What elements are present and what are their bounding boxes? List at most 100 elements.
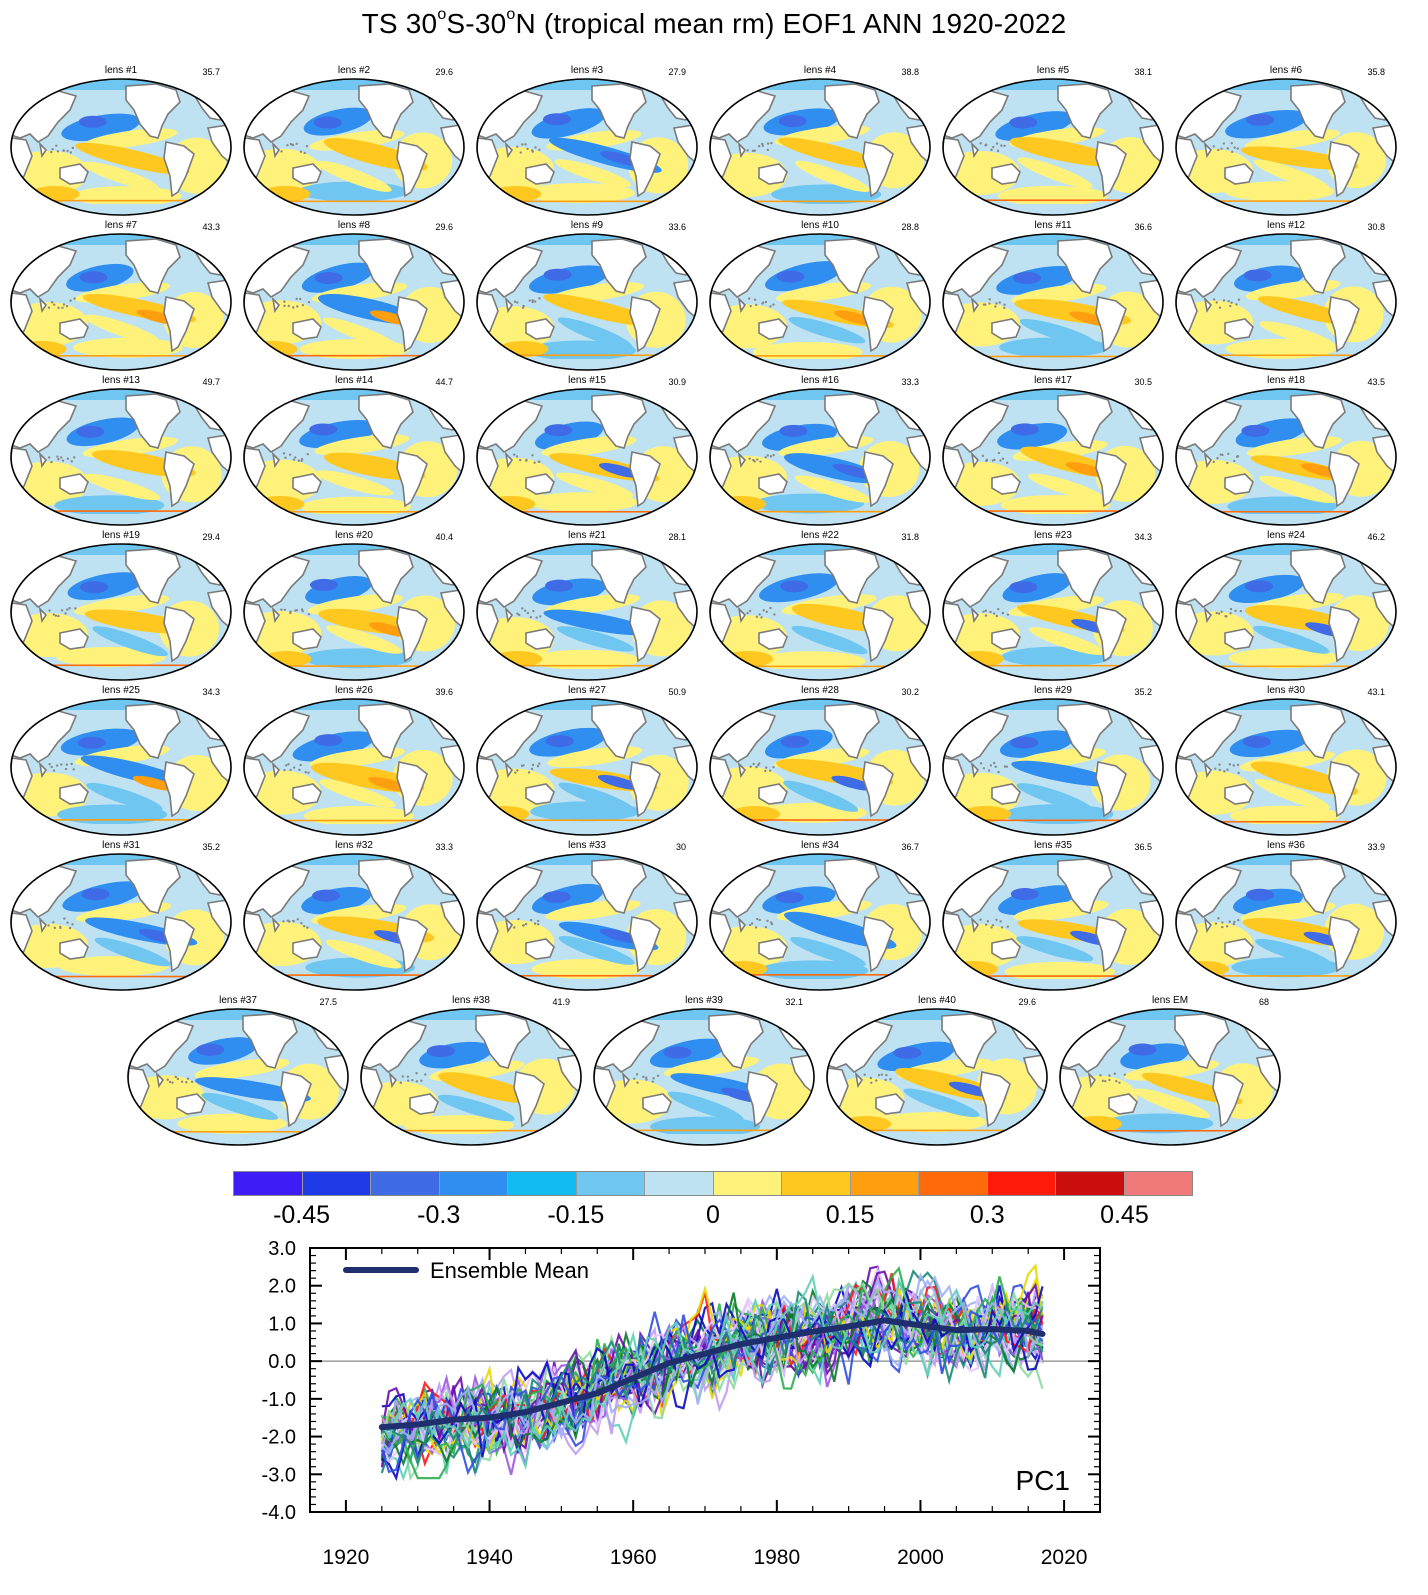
map-projection bbox=[10, 853, 232, 991]
map-panel: lens #12 30.8 bbox=[1173, 220, 1399, 375]
map-projection bbox=[709, 388, 931, 526]
y-tick-label: -2.0 bbox=[262, 1427, 296, 1449]
map-panel: lens #14 44.7 bbox=[241, 375, 467, 530]
pc1-timeseries-chart: 3.0 2.0 1.0 0.0 -1.0 -2.0 -3.0 -4.0 1920 1940 1960… bbox=[262, 1240, 1101, 1569]
colorbar-label: -0.45 bbox=[273, 1201, 331, 1229]
panel-title: lens #38 bbox=[452, 995, 490, 1006]
colorbar-label: 0.3 bbox=[969, 1201, 1005, 1229]
panel-title: lens #27 bbox=[568, 685, 606, 696]
map-panel: lens #37 27.5 bbox=[125, 995, 351, 1150]
x-axis: 1920 1940 1960 1980 2000 2020 bbox=[309, 1248, 1101, 1569]
map-projection bbox=[10, 78, 232, 216]
panel-title: lens #33 bbox=[568, 840, 606, 851]
panel-title: lens #28 bbox=[801, 685, 839, 696]
map-projection bbox=[127, 1008, 349, 1146]
panel-title: lens #20 bbox=[335, 530, 373, 541]
map-projection bbox=[1175, 388, 1397, 526]
colorbar-cell bbox=[645, 1172, 714, 1195]
panel-variance-percent: 31.8 bbox=[901, 532, 919, 542]
map-projection bbox=[709, 233, 931, 371]
map-panel: lens #23 34.3 bbox=[940, 530, 1166, 685]
panel-variance-percent: 29.6 bbox=[435, 222, 453, 232]
map-panel: lens #2 29.6 bbox=[241, 65, 467, 220]
colorbar: -0.45 -0.3 -0.15 0 0.15 0.3 0.45 bbox=[233, 1171, 1193, 1231]
map-projection bbox=[593, 1008, 815, 1146]
colorbar-label: -0.3 bbox=[417, 1201, 461, 1229]
panel-title: lens #15 bbox=[568, 375, 606, 386]
panel-title: lens #6 bbox=[1269, 65, 1303, 76]
panel-title: lens #2 bbox=[337, 65, 371, 76]
panel-variance-percent: 30.8 bbox=[1367, 222, 1385, 232]
colorbar-cell bbox=[782, 1172, 851, 1195]
y-tick-label: -1.0 bbox=[262, 1389, 296, 1411]
panel-title: lens #4 bbox=[803, 65, 837, 76]
map-panel: lens #36 33.9 bbox=[1173, 840, 1399, 995]
panel-variance-percent: 43.1 bbox=[1367, 687, 1385, 697]
panel-title: lens #39 bbox=[685, 995, 723, 1006]
panel-variance-percent: 30.2 bbox=[901, 687, 919, 697]
map-projection bbox=[709, 543, 931, 681]
colorbar-cell bbox=[508, 1172, 577, 1195]
map-projection bbox=[243, 698, 465, 836]
map-panel: lens #7 43.3 bbox=[8, 220, 234, 375]
panel-variance-percent: 29.6 bbox=[1018, 997, 1036, 1007]
panel-title: lens #35 bbox=[1034, 840, 1072, 851]
map-projection bbox=[942, 233, 1164, 371]
map-panel: lens #35 36.5 bbox=[940, 840, 1166, 995]
panel-variance-percent: 33.9 bbox=[1367, 842, 1385, 852]
panel-title: lens #3 bbox=[570, 65, 604, 76]
colorbar-label: 0.15 bbox=[825, 1201, 875, 1229]
chart-title: PC1 bbox=[1016, 1465, 1070, 1496]
panel-variance-percent: 30.5 bbox=[1134, 377, 1152, 387]
panel-variance-percent: 40.4 bbox=[435, 532, 453, 542]
panel-title: lens #17 bbox=[1034, 375, 1072, 386]
colorbar-cell bbox=[371, 1172, 440, 1195]
chart-legend: Ensemble Mean bbox=[343, 1258, 589, 1283]
panel-title: lens #36 bbox=[1267, 840, 1305, 851]
map-projection bbox=[1059, 1008, 1281, 1146]
panel-variance-percent: 43.5 bbox=[1367, 377, 1385, 387]
map-projection bbox=[942, 388, 1164, 526]
panel-title: lens #12 bbox=[1267, 220, 1305, 231]
map-panel: lens #3 27.9 bbox=[474, 65, 700, 220]
panel-title: lens #9 bbox=[570, 220, 604, 231]
map-projection bbox=[942, 78, 1164, 216]
y-tick-label: 2.0 bbox=[268, 1276, 296, 1298]
map-panel: lens #19 29.4 bbox=[8, 530, 234, 685]
panel-variance-percent: 35.8 bbox=[1367, 67, 1385, 77]
panel-variance-percent: 33.3 bbox=[901, 377, 919, 387]
map-projection bbox=[942, 543, 1164, 681]
colorbar-cell bbox=[919, 1172, 988, 1195]
panel-variance-percent: 49.7 bbox=[202, 377, 220, 387]
y-tick-label: -3.0 bbox=[262, 1464, 296, 1486]
map-projection bbox=[1175, 543, 1397, 681]
map-panel: lens #8 29.6 bbox=[241, 220, 467, 375]
panel-variance-percent: 50.9 bbox=[668, 687, 686, 697]
map-panel: lens #17 30.5 bbox=[940, 375, 1166, 530]
map-panel: lens #9 33.6 bbox=[474, 220, 700, 375]
colorbar-cell bbox=[850, 1172, 919, 1195]
panel-title: lens #10 bbox=[801, 220, 839, 231]
colorbar-cell bbox=[1056, 1172, 1125, 1195]
panel-variance-percent: 68 bbox=[1258, 997, 1269, 1007]
map-projection bbox=[476, 388, 698, 526]
map-projection bbox=[709, 853, 931, 991]
ensemble-member-line bbox=[380, 1263, 1044, 1456]
map-projection bbox=[1175, 698, 1397, 836]
map-panel: lens #38 41.9 bbox=[358, 995, 584, 1150]
panel-variance-percent: 36.7 bbox=[901, 842, 919, 852]
panel-variance-percent: 34.3 bbox=[1134, 532, 1152, 542]
map-panel: lens #39 32.1 bbox=[591, 995, 817, 1150]
y-tick-label: -4.0 bbox=[262, 1502, 296, 1524]
map-projection bbox=[1175, 233, 1397, 371]
map-projection bbox=[243, 233, 465, 371]
map-panel: lens #26 39.6 bbox=[241, 685, 467, 840]
map-panel: lens #29 35.2 bbox=[940, 685, 1166, 840]
x-tick-label: 1920 bbox=[323, 1546, 370, 1569]
map-projection bbox=[942, 853, 1164, 991]
panel-title: lens #13 bbox=[102, 375, 140, 386]
map-projection bbox=[243, 853, 465, 991]
map-panel: lens EM 68 bbox=[1057, 995, 1283, 1150]
map-panel: lens #20 40.4 bbox=[241, 530, 467, 685]
panel-variance-percent: 38.1 bbox=[1134, 67, 1152, 77]
